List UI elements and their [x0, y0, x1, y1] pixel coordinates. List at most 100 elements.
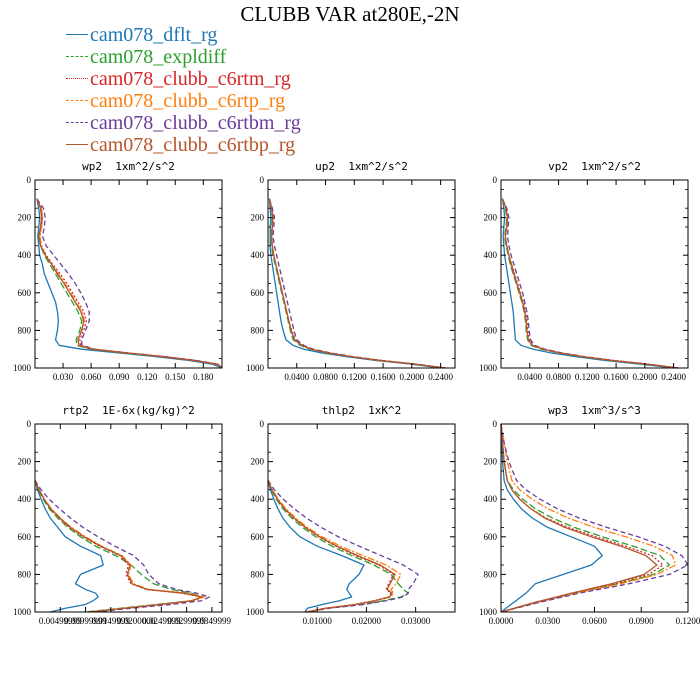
legend-swatch	[66, 78, 88, 79]
panel-title: up2 1xm^2/s^2	[315, 160, 408, 173]
series-line-cam078_clubb_c6rtbp_rg	[34, 480, 203, 613]
x-tick-label: 0.0299999	[167, 616, 206, 626]
series-line-cam078_clubb_c6rtbm_rg	[500, 423, 689, 613]
y-tick-label: 600	[18, 532, 32, 542]
series-line-cam078_clubb_c6rtbm_rg	[501, 198, 679, 369]
y-tick-label: 800	[484, 569, 498, 579]
series-line-cam078_dflt_rg	[268, 198, 441, 369]
x-tick-label: 0.180	[193, 372, 214, 382]
y-tick-label: 0	[493, 175, 498, 185]
y-tick-label: 400	[251, 250, 265, 260]
y-tick-label: 200	[484, 213, 498, 223]
panel-title: vp2 1xm^2/s^2	[548, 160, 641, 173]
series-line-cam078_clubb_c6rtp_rg	[267, 480, 402, 613]
legend-label: cam078_clubb_c6rtbp_rg	[90, 134, 296, 156]
series-line-cam078_clubb_c6rtm_rg	[268, 198, 446, 369]
x-tick-label: 0.0900	[629, 616, 654, 626]
series-line-cam078_clubb_c6rtbm_rg	[267, 480, 419, 613]
legend-label: cam078_clubb_c6rtp_rg	[90, 90, 286, 112]
y-tick-label: 200	[18, 457, 32, 467]
series-line-cam078_clubb_c6rtp_rg	[501, 198, 679, 369]
plot-frame	[500, 179, 689, 369]
y-tick-label: 200	[484, 457, 498, 467]
y-tick-label: 200	[251, 457, 265, 467]
y-tick-label: 400	[18, 494, 32, 504]
y-tick-label: 0	[260, 419, 265, 429]
y-tick-label: 1000	[246, 607, 265, 617]
y-tick-label: 400	[484, 250, 498, 260]
plot-frame	[267, 179, 456, 369]
series-line-cam078_dflt_rg	[500, 423, 603, 613]
series-line-cam078_expldiff	[268, 198, 445, 369]
series-line-cam078_expldiff	[501, 198, 678, 369]
x-tick-label: 0.0200000	[117, 616, 156, 626]
series-line-cam078_clubb_c6rtp_rg	[500, 423, 677, 613]
y-tick-label: 800	[18, 325, 32, 335]
x-tick-label: 0.1200	[342, 372, 367, 382]
y-tick-label: 800	[18, 569, 32, 579]
series-line-cam078_clubb_c6rtm_rg	[501, 198, 679, 369]
series-line-cam078_expldiff	[500, 423, 670, 613]
panel-title: thlp2 1xK^2	[322, 404, 401, 417]
y-tick-label: 0	[27, 175, 32, 185]
y-tick-label: 400	[251, 494, 265, 504]
y-tick-label: 600	[484, 288, 498, 298]
x-tick-label: 0.03000	[401, 616, 431, 626]
x-tick-label: 0.01000	[303, 616, 333, 626]
y-tick-label: 800	[251, 569, 265, 579]
y-tick-label: 600	[484, 532, 498, 542]
y-tick-label: 1000	[246, 363, 265, 373]
legend-label: cam078_clubb_c6rtbm_rg	[90, 112, 301, 134]
x-tick-label: 0.1600	[371, 372, 396, 382]
x-tick-label: 0.0600	[582, 616, 607, 626]
y-tick-label: 0	[260, 175, 265, 185]
plot-frame	[34, 179, 223, 369]
y-tick-label: 600	[18, 288, 32, 298]
x-tick-label: 0.00499999	[39, 616, 82, 626]
y-tick-label: 1000	[479, 607, 498, 617]
series-line-cam078_clubb_c6rtm_rg	[500, 423, 664, 613]
x-tick-label: 0.0300	[535, 616, 560, 626]
legend-label: cam078_dflt_rg	[90, 24, 218, 46]
series-line-cam078_dflt_rg	[501, 198, 674, 369]
y-tick-label: 0	[27, 419, 32, 429]
x-tick-label: 0.0349999	[193, 616, 232, 626]
series-line-cam078_clubb_c6rtbp_rg	[501, 198, 679, 369]
panel-3: rtp2 1E-6x(kg/kg)^2 0 200 400 600 800 1000 0.00…	[13, 404, 232, 626]
legend-swatch	[66, 122, 88, 123]
y-tick-label: 200	[18, 213, 32, 223]
y-tick-label: 200	[251, 213, 265, 223]
series-line-cam078_clubb_c6rtbp_rg	[268, 198, 446, 369]
x-tick-label: 0.0000	[489, 616, 514, 626]
panel-title: rtp2 1E-6x(kg/kg)^2	[62, 404, 194, 417]
x-tick-label: 0.2000	[399, 372, 424, 382]
legend-label: cam078_clubb_c6rtm_rg	[90, 68, 291, 90]
x-tick-label: 0.0249999	[142, 616, 181, 626]
x-tick-label: 0.060	[81, 372, 102, 382]
plot-frame	[500, 423, 689, 613]
x-tick-label: 0.0149999	[92, 616, 131, 626]
y-tick-label: 1000	[13, 363, 32, 373]
series-line-cam078_dflt_rg	[267, 480, 365, 613]
plot-frame	[34, 423, 223, 613]
series-line-cam078_clubb_c6rtbm_rg	[268, 198, 446, 369]
series-line-cam078_clubb_c6rtbp_rg	[267, 480, 396, 613]
x-tick-label: 0.0800	[546, 372, 571, 382]
x-tick-label: 0.090	[109, 372, 130, 382]
legend-swatch	[66, 56, 88, 57]
y-tick-label: 1000	[13, 607, 32, 617]
panel-4: thlp2 1xK^2 0 200 400 600 800 1000 0.01000 0.020…	[246, 404, 456, 626]
y-tick-label: 0	[493, 419, 498, 429]
x-tick-label: 0.1200	[676, 616, 700, 626]
series-line-cam078_clubb_c6rtbp_rg	[500, 423, 658, 613]
panel-title: wp2 1xm^2/s^2	[82, 160, 175, 173]
series-line-cam078_clubb_c6rtbp_rg	[36, 198, 223, 369]
figure-title: CLUBB VAR at280E,-2N	[240, 2, 460, 26]
x-tick-label: 0.2000	[632, 372, 657, 382]
x-tick-label: 0.00999999	[64, 616, 107, 626]
x-tick-label: 0.0400	[517, 372, 542, 382]
series-line-cam078_clubb_c6rtp_rg	[268, 198, 446, 369]
x-tick-label: 0.2400	[661, 372, 686, 382]
